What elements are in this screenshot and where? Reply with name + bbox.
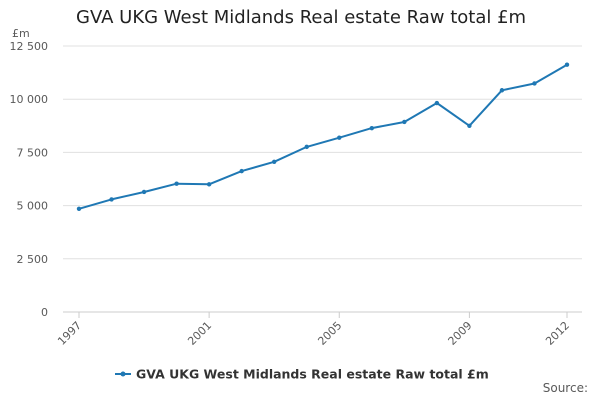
- x-tick-label: 2005: [315, 319, 344, 348]
- y-tick-label: 10 000: [10, 93, 49, 106]
- x-tick-label: 2009: [446, 319, 475, 348]
- legend-label: GVA UKG West Midlands Real estate Raw to…: [136, 367, 489, 382]
- data-point: [564, 62, 570, 67]
- data-point: [239, 168, 244, 174]
- data-point: [206, 182, 212, 187]
- data-point: [76, 206, 82, 211]
- data-point: [109, 197, 114, 202]
- y-tick-label: 2 500: [17, 253, 49, 266]
- source-label: Source:: [542, 381, 588, 395]
- y-tick-label: 5 000: [17, 200, 49, 213]
- data-point: [337, 135, 342, 140]
- y-tick-label: 7 500: [17, 146, 49, 159]
- data-point: [499, 88, 505, 93]
- y-tick-label: 12 500: [10, 40, 49, 53]
- data-point: [434, 100, 440, 106]
- x-tick-label: 2012: [543, 319, 572, 348]
- y-tick-label: 0: [41, 306, 48, 319]
- data-point: [467, 123, 472, 128]
- x-tick-label: 1997: [55, 319, 84, 348]
- data-point: [369, 125, 374, 131]
- x-tick-label: 2001: [185, 319, 214, 348]
- y-axis-label: £m: [12, 27, 30, 40]
- series-line: [78, 63, 568, 210]
- data-point: [174, 181, 179, 186]
- chart-title: GVA UKG West Midlands Real estate Raw to…: [76, 7, 527, 28]
- legend-marker: [120, 371, 126, 377]
- data-point: [532, 81, 537, 86]
- data-point: [402, 119, 407, 125]
- data-point: [304, 144, 309, 150]
- data-point: [272, 159, 277, 164]
- data-point: [141, 189, 147, 195]
